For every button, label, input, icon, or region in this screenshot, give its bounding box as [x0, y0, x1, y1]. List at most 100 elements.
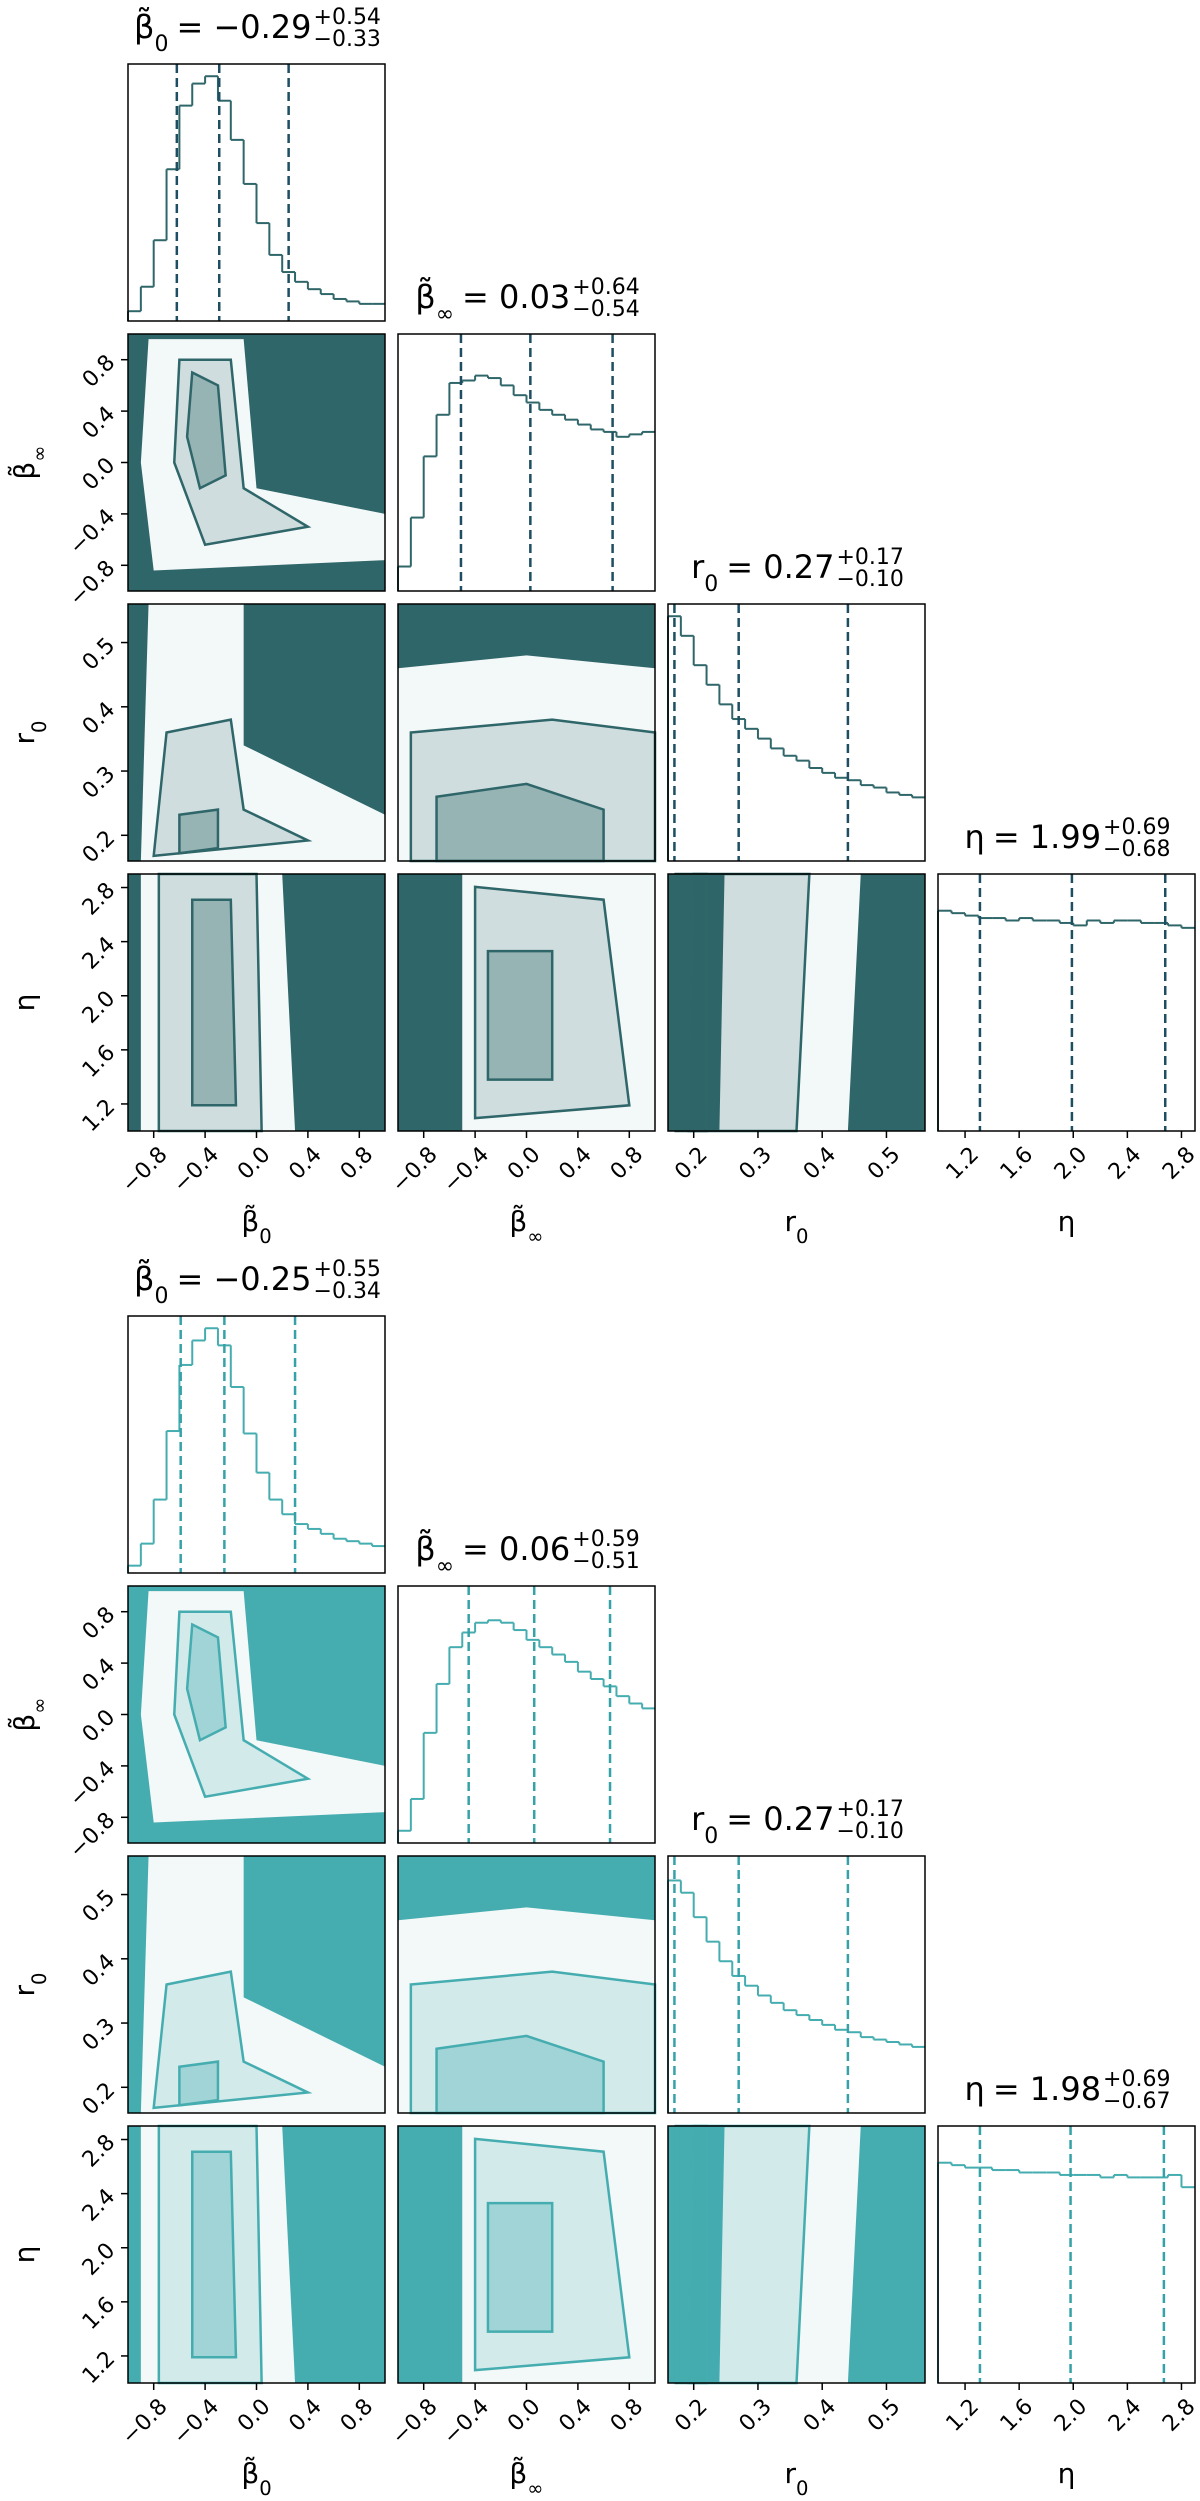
y-tick-label: 0.0	[78, 453, 120, 495]
title-lower-error: −0.51	[572, 1549, 639, 1574]
x-tick-label: −0.4	[169, 1142, 224, 1197]
title-value: = 0.06	[462, 1530, 570, 1568]
title-subscript: ∞	[436, 302, 454, 327]
x-tick-label: 0.2	[670, 1142, 712, 1184]
y-tick-label: 0.2	[78, 2078, 120, 2120]
density-panel	[397, 873, 656, 1132]
axis-label: η	[8, 2246, 41, 2264]
panel-title: β̃0 = −0.29	[134, 7, 311, 56]
x-tick-label: 2.4	[1104, 1142, 1146, 1184]
axis-label-symbol: β̃	[509, 2456, 527, 2490]
axis-label-symbol: η	[1058, 2457, 1076, 2490]
title-lower-error: −0.10	[836, 1819, 903, 1844]
y-tick-label: 2.0	[78, 2238, 120, 2280]
y-tick-label: 1.2	[78, 1095, 120, 1137]
title-subscript: 0	[704, 1824, 718, 1849]
corner-plot: β̃0 = −0.25 +0.55−0.34−0.8−0.40.00.40.8β̃∞…	[7, 1257, 1200, 2500]
panel-frame	[667, 603, 926, 862]
x-tick-label: 0.0	[233, 2394, 275, 2436]
axis-label-subscript: 0	[796, 2477, 808, 2498]
title-value: = −0.25	[176, 1260, 311, 1298]
density-contour	[486, 2201, 554, 2333]
x-tick-label: 0.0	[503, 1142, 545, 1184]
density-contour	[185, 1622, 227, 1743]
y-tick-label: 0.8	[78, 1602, 120, 1644]
axis-label-symbol: r	[8, 732, 41, 744]
x-tick-label: 2.8	[1158, 1142, 1200, 1184]
x-tick-label: 1.2	[942, 1142, 984, 1184]
x-tick-label: −0.8	[387, 1142, 442, 1197]
density-panel	[397, 2125, 656, 2384]
panel-frame	[667, 1855, 926, 2114]
x-tick-label: 0.4	[799, 1142, 841, 1184]
title-upper-error: +0.59	[572, 1527, 639, 1552]
x-tick-label: 0.4	[799, 2394, 841, 2436]
axis-label-symbol: β̃	[509, 1204, 527, 1238]
title-upper-error: +0.54	[314, 5, 381, 30]
title-value: = 0.27	[726, 1800, 834, 1838]
x-tick-label: −0.4	[439, 2394, 494, 2449]
axis-label: β̃0	[241, 1204, 271, 1248]
y-tick-label: 1.6	[78, 1040, 120, 1082]
y-tick-label: −0.4	[65, 1756, 120, 1811]
axis-label: β̃∞	[509, 1204, 543, 1248]
y-tick-label: 2.0	[78, 986, 120, 1028]
x-tick-label: 0.8	[606, 1142, 648, 1184]
axis-label-subscript: 0	[259, 2477, 271, 2498]
density-contour	[140, 1591, 385, 1823]
density-contour	[435, 782, 605, 863]
density-contour	[719, 874, 861, 1131]
panel-title: η = 1.99	[965, 818, 1102, 856]
panel-title: β̃∞ = 0.03	[415, 277, 570, 326]
y-tick-label: 0.8	[78, 350, 120, 392]
y-tick-label: 0.5	[78, 633, 120, 675]
title-upper-error: +0.64	[572, 275, 639, 300]
axis-label-symbol: r	[8, 1984, 41, 1996]
axis-label-symbol: β̃	[7, 462, 41, 480]
x-tick-label: 0.4	[554, 1142, 596, 1184]
title-symbol: β̃	[134, 7, 154, 46]
title-value: = 1.98	[993, 2070, 1101, 2108]
density-panel	[127, 1585, 386, 1844]
y-tick-label: 1.2	[78, 2347, 120, 2389]
title-upper-error: +0.17	[836, 545, 903, 570]
x-tick-label: −0.4	[439, 1142, 494, 1197]
x-tick-label: −0.4	[169, 2394, 224, 2449]
title-value: = 0.03	[462, 278, 570, 316]
axis-label: β̃∞	[509, 2456, 543, 2497]
axis-label: r0	[785, 2457, 809, 2497]
x-tick-label: 1.6	[996, 1142, 1038, 1184]
histogram-panel	[937, 2125, 1196, 2384]
histogram-panel	[667, 1855, 926, 2114]
density-contour	[462, 2126, 655, 2383]
axis-label-subscript: 0	[28, 1973, 51, 1985]
y-tick-label: −0.8	[65, 556, 120, 611]
panel-frame	[397, 603, 656, 862]
axis-label-symbol: β̃	[7, 1714, 41, 1732]
density-contour	[462, 874, 655, 1131]
axis-label: r0	[785, 1205, 809, 1248]
density-panel	[127, 872, 386, 1133]
axis-label: β̃0	[241, 2456, 271, 2497]
axis-label-symbol: η	[8, 994, 41, 1012]
density-contour	[140, 339, 385, 571]
y-tick-label: 0.4	[78, 402, 120, 444]
x-tick-label: 0.8	[606, 2394, 648, 2436]
panel-frame	[127, 1855, 386, 2114]
panel-frame	[127, 63, 386, 322]
panel-frame	[397, 1585, 656, 1844]
axis-label-symbol: β̃	[241, 1204, 259, 1238]
panel-frame	[127, 1315, 386, 1574]
y-tick-label: 0.3	[78, 2014, 120, 2056]
x-tick-label: 0.8	[336, 2394, 378, 2436]
title-subscript: 0	[154, 32, 168, 57]
title-lower-error: −0.54	[572, 297, 639, 322]
density-contour	[140, 2126, 296, 2383]
axis-label-subscript: ∞	[527, 2477, 543, 2498]
y-tick-label: −0.4	[65, 504, 120, 559]
axis-label: η	[8, 994, 41, 1012]
title-symbol: η	[965, 818, 985, 856]
density-contour	[172, 1610, 312, 1799]
density-contour	[191, 898, 238, 1107]
x-tick-label: 0.3	[735, 1142, 777, 1184]
